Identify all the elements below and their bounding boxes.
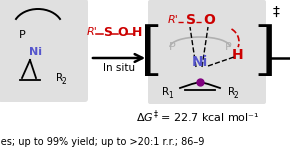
- Text: P: P: [225, 42, 231, 52]
- Text: S: S: [186, 13, 196, 27]
- Text: O: O: [203, 13, 215, 27]
- Text: $\Delta G^{\ddagger}$ = 22.7 kcal mol⁻¹: $\Delta G^{\ddagger}$ = 22.7 kcal mol⁻¹: [136, 109, 260, 125]
- Text: ]: ]: [253, 24, 276, 80]
- Text: P: P: [19, 30, 26, 40]
- Text: R: R: [162, 87, 169, 97]
- Text: Ni: Ni: [192, 55, 208, 69]
- Text: R: R: [56, 73, 63, 83]
- Text: H: H: [132, 25, 142, 39]
- Text: ‡: ‡: [273, 5, 280, 19]
- Text: les; up to 99% yield; up to >20:1 r.r.; 86–9: les; up to 99% yield; up to >20:1 r.r.; …: [0, 137, 204, 147]
- Text: 1: 1: [168, 91, 173, 100]
- Text: R': R': [168, 15, 178, 25]
- Text: Ni: Ni: [30, 47, 43, 57]
- Text: O: O: [118, 25, 128, 39]
- Text: In situ: In situ: [103, 63, 135, 73]
- FancyBboxPatch shape: [0, 0, 88, 102]
- Text: [: [: [139, 24, 162, 80]
- Text: R': R': [87, 27, 97, 37]
- FancyBboxPatch shape: [148, 0, 266, 104]
- Text: 2: 2: [234, 91, 239, 100]
- Text: 2: 2: [62, 78, 67, 86]
- Text: H: H: [232, 48, 244, 62]
- Text: R: R: [228, 87, 235, 97]
- Text: S: S: [104, 25, 113, 39]
- Text: P: P: [168, 42, 175, 52]
